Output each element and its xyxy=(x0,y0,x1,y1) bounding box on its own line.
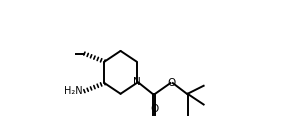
Text: O: O xyxy=(150,104,158,114)
Text: H₂N: H₂N xyxy=(64,86,83,96)
Text: O: O xyxy=(167,78,176,88)
Text: N: N xyxy=(133,77,141,87)
